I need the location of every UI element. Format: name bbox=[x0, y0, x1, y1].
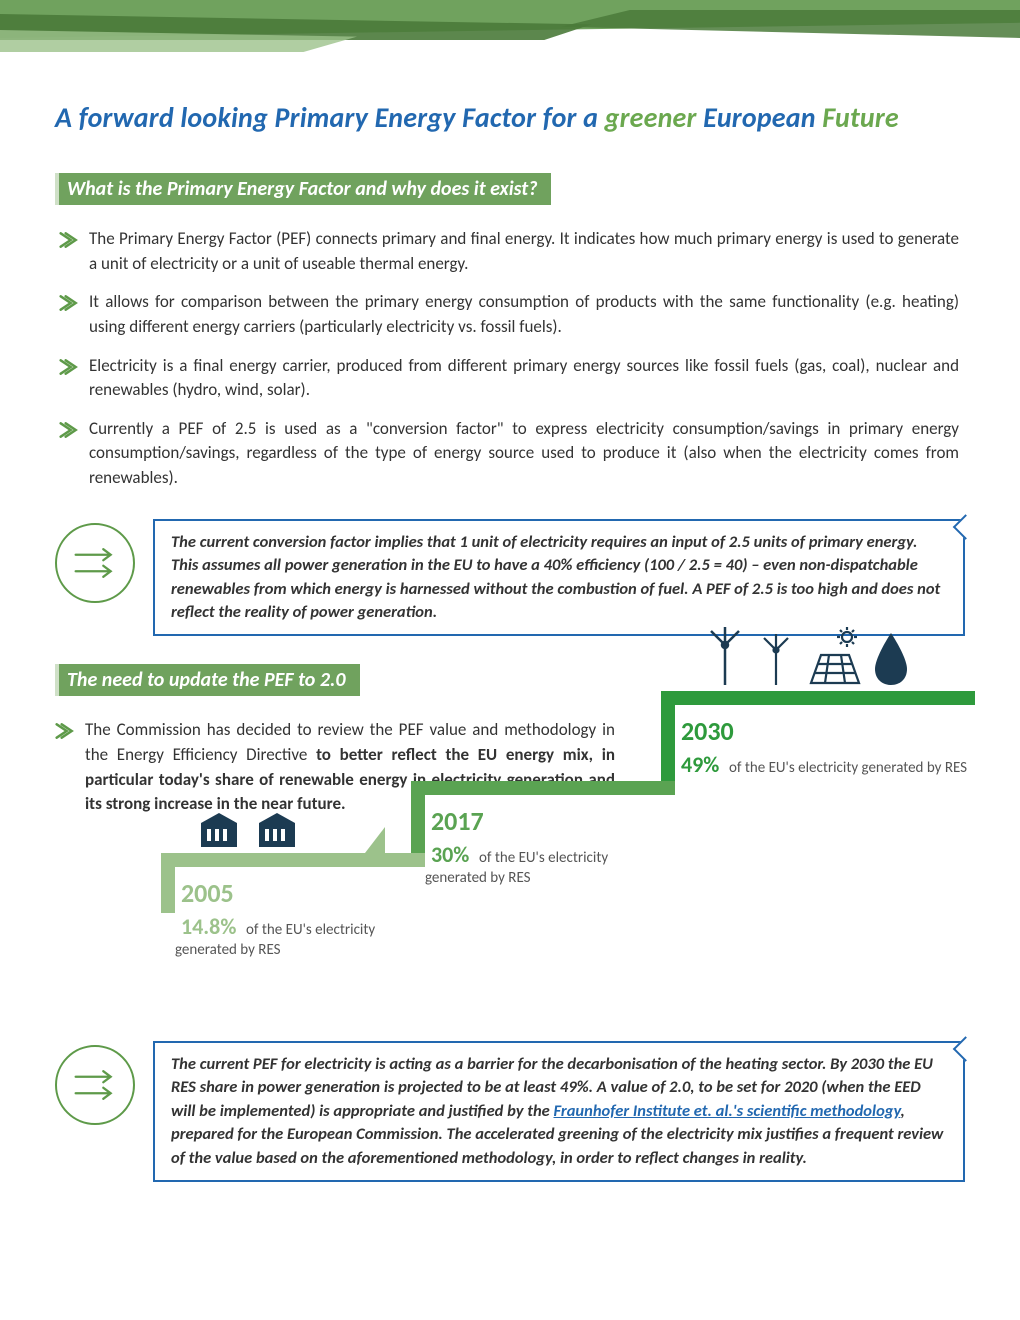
bullet-text: Currently a PEF of 2.5 is used as a "con… bbox=[89, 418, 959, 488]
building-icon bbox=[195, 809, 243, 849]
section1-heading: What is the Primary Energy Factor and wh… bbox=[55, 173, 551, 205]
water-drop-icon bbox=[871, 629, 911, 687]
step-pct: 14.8% bbox=[181, 913, 236, 940]
title-greener: greener bbox=[605, 100, 697, 135]
renewables-icons bbox=[703, 625, 911, 687]
page-title: A forward looking Primary Energy Factor … bbox=[55, 100, 965, 135]
step-pct: 49% bbox=[681, 751, 719, 778]
triangle-icon bbox=[365, 827, 385, 853]
bullet-text: Electricity is a final energy carrier, p… bbox=[89, 355, 959, 401]
title-part1: A forward looking Primary Energy Factor … bbox=[55, 100, 605, 135]
bullet-item: Currently a PEF of 2.5 is used as a "con… bbox=[59, 417, 959, 505]
callout-text: The current conversion factor implies th… bbox=[171, 532, 940, 622]
bullet-text: It allows for comparison between the pri… bbox=[89, 291, 959, 337]
step-year: 2005 bbox=[181, 877, 411, 909]
step-desc: of the EU's electricity generated by RES bbox=[729, 759, 967, 777]
wind-turbine-icon bbox=[703, 625, 747, 687]
bullet-item: It allows for comparison between the pri… bbox=[59, 290, 959, 353]
step-year: 2017 bbox=[431, 805, 661, 837]
building-icon bbox=[253, 809, 301, 849]
step-pct: 30% bbox=[431, 841, 469, 868]
bullet-item: The Primary Energy Factor (PEF) connects… bbox=[59, 227, 959, 290]
section1-callout: The current conversion factor implies th… bbox=[55, 519, 965, 637]
solar-panel-icon bbox=[805, 625, 861, 687]
bullet-item: Electricity is a final energy carrier, p… bbox=[59, 354, 959, 417]
section1-bullet-list: The Primary Energy Factor (PEF) connects… bbox=[55, 227, 965, 505]
chevron-icon bbox=[59, 356, 79, 385]
title-future: Future bbox=[822, 100, 899, 135]
callout-box: The current conversion factor implies th… bbox=[153, 519, 965, 637]
fossil-icons bbox=[195, 809, 301, 849]
header-banner bbox=[0, 0, 1020, 90]
wind-turbine-icon bbox=[757, 631, 795, 687]
chevron-icon bbox=[55, 720, 75, 749]
title-part2: European bbox=[697, 100, 823, 135]
step-year: 2030 bbox=[681, 715, 975, 747]
fraunhofer-link[interactable]: Fraunhofer Institute et. al.'s scientifi… bbox=[554, 1101, 901, 1121]
section2-heading: The need to update the PEF to 2.0 bbox=[55, 664, 360, 696]
arrows-circle-icon bbox=[55, 523, 135, 603]
chevron-icon bbox=[59, 292, 79, 321]
callout-box: The current PEF for electricity is actin… bbox=[153, 1041, 965, 1182]
chevron-icon bbox=[59, 229, 79, 258]
bullet-text: The Primary Energy Factor (PEF) connects… bbox=[89, 228, 959, 274]
section2-callout: The current PEF for electricity is actin… bbox=[55, 1041, 965, 1182]
chevron-icon bbox=[59, 419, 79, 448]
